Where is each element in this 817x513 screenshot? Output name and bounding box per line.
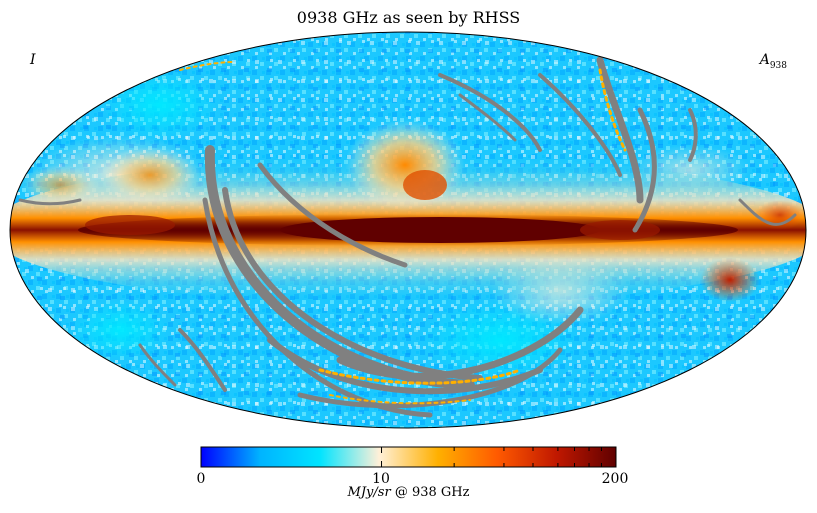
colorbar-unit-label: MJy/sr @ 938 GHz <box>0 485 817 500</box>
component-subscript: 938 <box>769 60 787 71</box>
colorbar-tick-label-max: 200 <box>602 471 629 487</box>
colorbar-tick-label-mid: 10 <box>372 471 390 487</box>
colorbar-gradient <box>200 446 617 468</box>
map-border <box>9 31 807 429</box>
sky-map-pixels <box>10 32 806 428</box>
unit-frequency: @ 938 GHz <box>394 485 470 500</box>
component-letter: A <box>759 52 770 68</box>
masked-scan-stripes <box>18 56 797 418</box>
colorbar-ticks <box>381 447 602 467</box>
stokes-label: I <box>30 52 36 68</box>
component-label: A938 <box>760 52 787 71</box>
colorbar-tick-label-min: 0 <box>197 471 206 487</box>
unit-main: MJy/sr <box>347 485 391 500</box>
chart-title: 0938 GHz as seen by RHSS <box>296 8 521 27</box>
orange-scan-edges <box>179 61 627 405</box>
